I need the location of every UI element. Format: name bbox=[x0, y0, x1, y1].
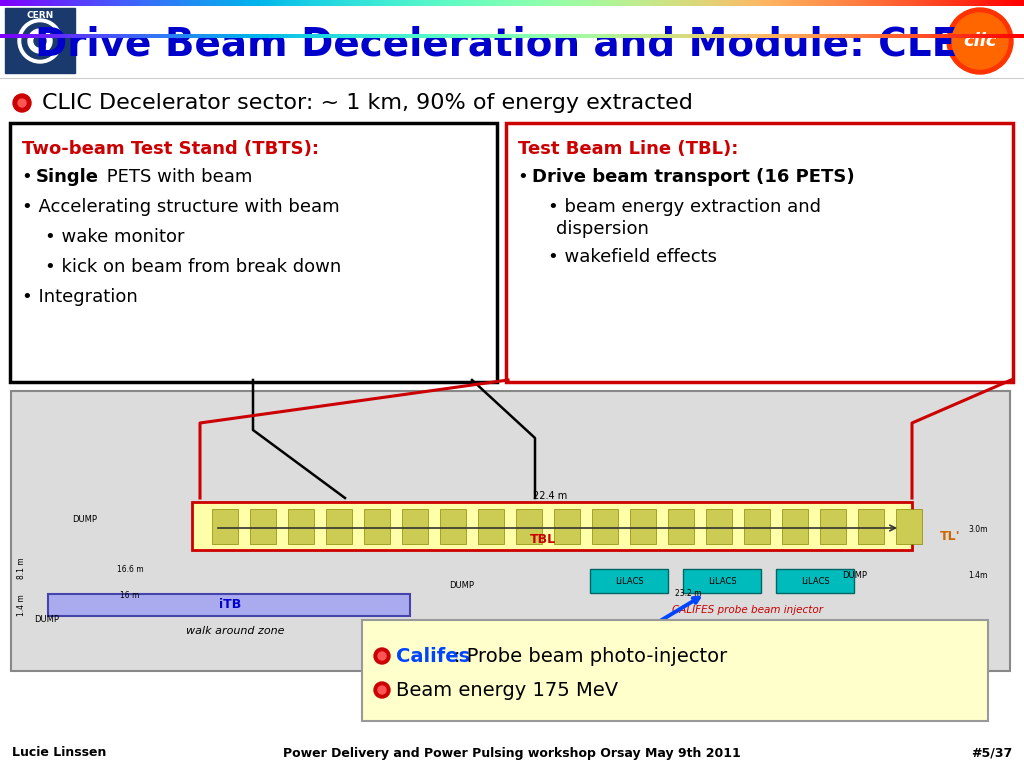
Text: Lucie Linssen: Lucie Linssen bbox=[12, 746, 106, 760]
Bar bbox=[288, 509, 314, 544]
Circle shape bbox=[947, 8, 1013, 74]
Text: •: • bbox=[22, 168, 39, 186]
Bar bbox=[820, 509, 846, 544]
Text: • Accelerating structure with beam: • Accelerating structure with beam bbox=[22, 198, 340, 216]
Circle shape bbox=[952, 13, 1008, 69]
Text: walk around zone: walk around zone bbox=[185, 626, 285, 636]
Bar bbox=[193, 502, 912, 550]
Text: dispersion: dispersion bbox=[556, 220, 649, 238]
Bar bbox=[590, 569, 668, 593]
Text: Drive beam transport (16 PETS): Drive beam transport (16 PETS) bbox=[532, 168, 855, 186]
Circle shape bbox=[13, 94, 31, 112]
Circle shape bbox=[34, 35, 46, 47]
Text: • wake monitor: • wake monitor bbox=[45, 228, 184, 246]
Text: PETS with beam: PETS with beam bbox=[101, 168, 252, 186]
Circle shape bbox=[374, 648, 390, 664]
Text: • wakefield effects: • wakefield effects bbox=[548, 248, 717, 266]
Text: Califes: Califes bbox=[396, 647, 470, 666]
Bar bbox=[706, 509, 732, 544]
Text: TBL: TBL bbox=[530, 533, 556, 546]
Text: Power Delivery and Power Pulsing workshop Orsay May 9th 2011: Power Delivery and Power Pulsing worksho… bbox=[283, 746, 741, 760]
Circle shape bbox=[374, 682, 390, 698]
Bar bbox=[896, 509, 922, 544]
Text: : Probe beam photo-injector: : Probe beam photo-injector bbox=[454, 647, 727, 666]
Text: Two-beam Test Stand (TBTS):: Two-beam Test Stand (TBTS): bbox=[22, 140, 319, 158]
Bar bbox=[554, 509, 580, 544]
Circle shape bbox=[22, 23, 58, 59]
Text: Single: Single bbox=[36, 168, 99, 186]
Circle shape bbox=[18, 99, 26, 107]
Text: LiLACS: LiLACS bbox=[801, 577, 829, 585]
FancyBboxPatch shape bbox=[506, 123, 1013, 382]
FancyBboxPatch shape bbox=[362, 620, 988, 721]
Text: 8.1 m: 8.1 m bbox=[17, 558, 27, 579]
Text: •: • bbox=[518, 168, 535, 186]
Text: clic: clic bbox=[964, 32, 996, 50]
Circle shape bbox=[28, 29, 52, 53]
Text: DUMP: DUMP bbox=[35, 615, 59, 624]
Bar bbox=[402, 509, 428, 544]
Bar bbox=[683, 569, 761, 593]
Text: iTB: iTB bbox=[219, 598, 241, 611]
Bar bbox=[630, 509, 656, 544]
Text: 1.4 m: 1.4 m bbox=[17, 594, 27, 616]
Text: DUMP: DUMP bbox=[843, 571, 867, 580]
Text: 3.0m: 3.0m bbox=[969, 525, 988, 535]
Text: LiLACS: LiLACS bbox=[708, 577, 736, 585]
FancyBboxPatch shape bbox=[11, 391, 1010, 671]
Text: LiLACS: LiLACS bbox=[614, 577, 643, 585]
Bar bbox=[668, 509, 694, 544]
Circle shape bbox=[18, 19, 62, 63]
Bar bbox=[326, 509, 352, 544]
Bar bbox=[0, 6, 1024, 78]
Bar bbox=[516, 509, 542, 544]
Bar bbox=[776, 569, 854, 593]
Bar bbox=[48, 594, 410, 616]
Text: CERN: CERN bbox=[27, 11, 53, 20]
Bar bbox=[440, 509, 466, 544]
Text: 22.4 m: 22.4 m bbox=[532, 491, 567, 501]
Circle shape bbox=[14, 15, 66, 67]
Bar bbox=[364, 509, 390, 544]
Text: DUMP: DUMP bbox=[73, 515, 97, 525]
Text: 1.4m: 1.4m bbox=[969, 571, 988, 580]
Text: CLIC Decelerator sector: ~ 1 km, 90% of energy extracted: CLIC Decelerator sector: ~ 1 km, 90% of … bbox=[42, 93, 693, 113]
Text: TL': TL' bbox=[940, 529, 961, 542]
Text: Beam energy 175 MeV: Beam energy 175 MeV bbox=[396, 680, 618, 700]
Text: 16 m: 16 m bbox=[120, 591, 139, 601]
Text: Drive Beam Deceleration and Module: CLEX: Drive Beam Deceleration and Module: CLEX bbox=[36, 25, 988, 63]
Bar bbox=[250, 509, 276, 544]
Text: CALIFES probe beam injector: CALIFES probe beam injector bbox=[673, 605, 823, 615]
Bar bbox=[592, 509, 618, 544]
Bar bbox=[782, 509, 808, 544]
FancyBboxPatch shape bbox=[10, 123, 497, 382]
Circle shape bbox=[378, 652, 386, 660]
Text: DUMP: DUMP bbox=[450, 581, 474, 591]
Bar bbox=[744, 509, 770, 544]
Bar bbox=[0, 738, 1024, 768]
Bar bbox=[478, 509, 504, 544]
Text: Test Beam Line (TBL):: Test Beam Line (TBL): bbox=[518, 140, 738, 158]
Text: • beam energy extraction and: • beam energy extraction and bbox=[548, 198, 821, 216]
Text: 42.5 m: 42.5 m bbox=[638, 652, 678, 662]
Text: 16.6 m: 16.6 m bbox=[117, 565, 143, 574]
Text: #5/37: #5/37 bbox=[971, 746, 1012, 760]
Circle shape bbox=[378, 686, 386, 694]
Text: • kick on beam from break down: • kick on beam from break down bbox=[45, 258, 341, 276]
Bar bbox=[212, 509, 238, 544]
Text: 23.2 m: 23.2 m bbox=[675, 590, 701, 598]
Text: • Integration: • Integration bbox=[22, 288, 138, 306]
Bar bbox=[5, 8, 75, 73]
Bar bbox=[858, 509, 884, 544]
